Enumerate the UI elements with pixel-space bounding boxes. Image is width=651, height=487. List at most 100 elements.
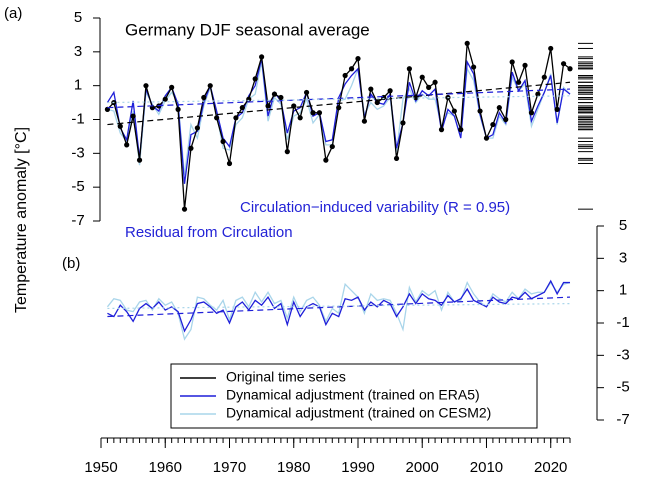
chart-title: Germany DJF seasonal average xyxy=(125,20,370,39)
data-point xyxy=(220,138,226,145)
data-point xyxy=(355,56,361,62)
data-point xyxy=(432,79,438,85)
data-point xyxy=(471,64,477,70)
y-tick-label: 1 xyxy=(619,282,627,299)
data-point xyxy=(464,40,470,46)
data-point xyxy=(528,110,535,116)
data-point xyxy=(496,105,502,111)
series-line xyxy=(106,58,571,184)
data-point xyxy=(336,105,342,111)
x-tick-label: 2000 xyxy=(406,459,439,476)
data-point xyxy=(259,54,265,60)
x-tick-label: 1990 xyxy=(341,459,374,476)
legend-box xyxy=(170,363,538,429)
data-point xyxy=(451,108,457,114)
data-point xyxy=(503,116,509,123)
data-point xyxy=(226,160,233,167)
data-point xyxy=(490,121,496,128)
data-point xyxy=(297,115,303,121)
y-tick-label: -1 xyxy=(616,314,629,331)
data-point xyxy=(348,66,355,72)
y-tick-label: -7 xyxy=(71,212,84,229)
data-point xyxy=(265,103,271,109)
data-point xyxy=(342,72,348,79)
x-tick-label: 1970 xyxy=(213,459,246,476)
data-point xyxy=(567,66,573,72)
data-point xyxy=(522,62,528,68)
annotation: Circulation−induced variability (R = 0.9… xyxy=(240,199,510,216)
data-point xyxy=(535,91,541,97)
data-point xyxy=(169,84,175,90)
data-point xyxy=(368,86,374,92)
series-line xyxy=(106,281,571,341)
x-tick-label: 2010 xyxy=(470,459,503,476)
trend-line xyxy=(107,95,571,104)
y-tick-label: -3 xyxy=(71,144,84,161)
trend-line xyxy=(107,81,571,126)
y-tick-label: 5 xyxy=(619,217,627,234)
data-point xyxy=(560,61,567,67)
y-tick-label: 3 xyxy=(619,249,627,266)
y-axis-label: Temperature anomaly [°C] xyxy=(13,127,30,313)
y-tick-label: -5 xyxy=(616,379,629,396)
panel-label: (a) xyxy=(4,5,22,22)
data-point xyxy=(323,157,329,163)
series-line xyxy=(107,279,570,333)
panel-label: (b) xyxy=(62,255,80,272)
series-line xyxy=(107,61,571,176)
data-point xyxy=(239,105,245,111)
data-point xyxy=(477,108,483,114)
data-point xyxy=(393,155,400,162)
data-point xyxy=(143,83,149,89)
trend-line xyxy=(107,88,571,109)
data-point xyxy=(548,45,554,52)
data-point xyxy=(316,110,323,116)
data-point xyxy=(419,74,425,80)
data-point xyxy=(271,91,278,97)
data-point xyxy=(438,127,445,133)
trend-line xyxy=(107,303,571,310)
data-point xyxy=(284,149,290,155)
y-tick-label: -3 xyxy=(616,346,629,363)
data-point xyxy=(162,96,168,102)
data-point xyxy=(361,118,368,124)
data-point xyxy=(374,99,380,106)
data-point xyxy=(175,106,181,112)
trend-line xyxy=(107,296,571,318)
y-tick-label: -1 xyxy=(71,110,84,127)
data-point xyxy=(406,66,412,72)
data-point xyxy=(483,135,490,141)
data-point xyxy=(214,115,220,121)
data-point xyxy=(387,88,393,94)
y-tick-label: -5 xyxy=(71,178,84,195)
data-point xyxy=(201,94,207,101)
data-point xyxy=(516,79,522,85)
data-point xyxy=(233,115,239,121)
data-point xyxy=(400,120,406,126)
data-point xyxy=(458,127,464,133)
legend-label: Dynamical adjustment (trained on CESM2) xyxy=(226,405,491,421)
x-tick-label: 1950 xyxy=(84,459,117,476)
data-point xyxy=(207,83,213,89)
y-tick-label: 5 xyxy=(74,9,82,26)
data-point xyxy=(310,110,316,116)
data-point xyxy=(329,143,335,150)
data-point xyxy=(124,142,130,148)
annotation: Residual from Circulation xyxy=(125,224,293,241)
data-point xyxy=(252,76,258,82)
data-point xyxy=(130,113,136,119)
y-tick-label: 3 xyxy=(74,43,82,60)
data-point xyxy=(426,84,432,90)
data-point xyxy=(509,59,515,65)
x-tick-label: 2020 xyxy=(534,459,567,476)
data-point xyxy=(194,125,200,131)
data-point xyxy=(181,206,188,212)
data-point xyxy=(188,145,194,151)
data-point xyxy=(136,157,143,163)
x-tick-label: 1960 xyxy=(149,459,182,476)
series-line xyxy=(106,43,571,210)
x-tick-label: 1980 xyxy=(277,459,310,476)
data-point xyxy=(303,89,310,96)
